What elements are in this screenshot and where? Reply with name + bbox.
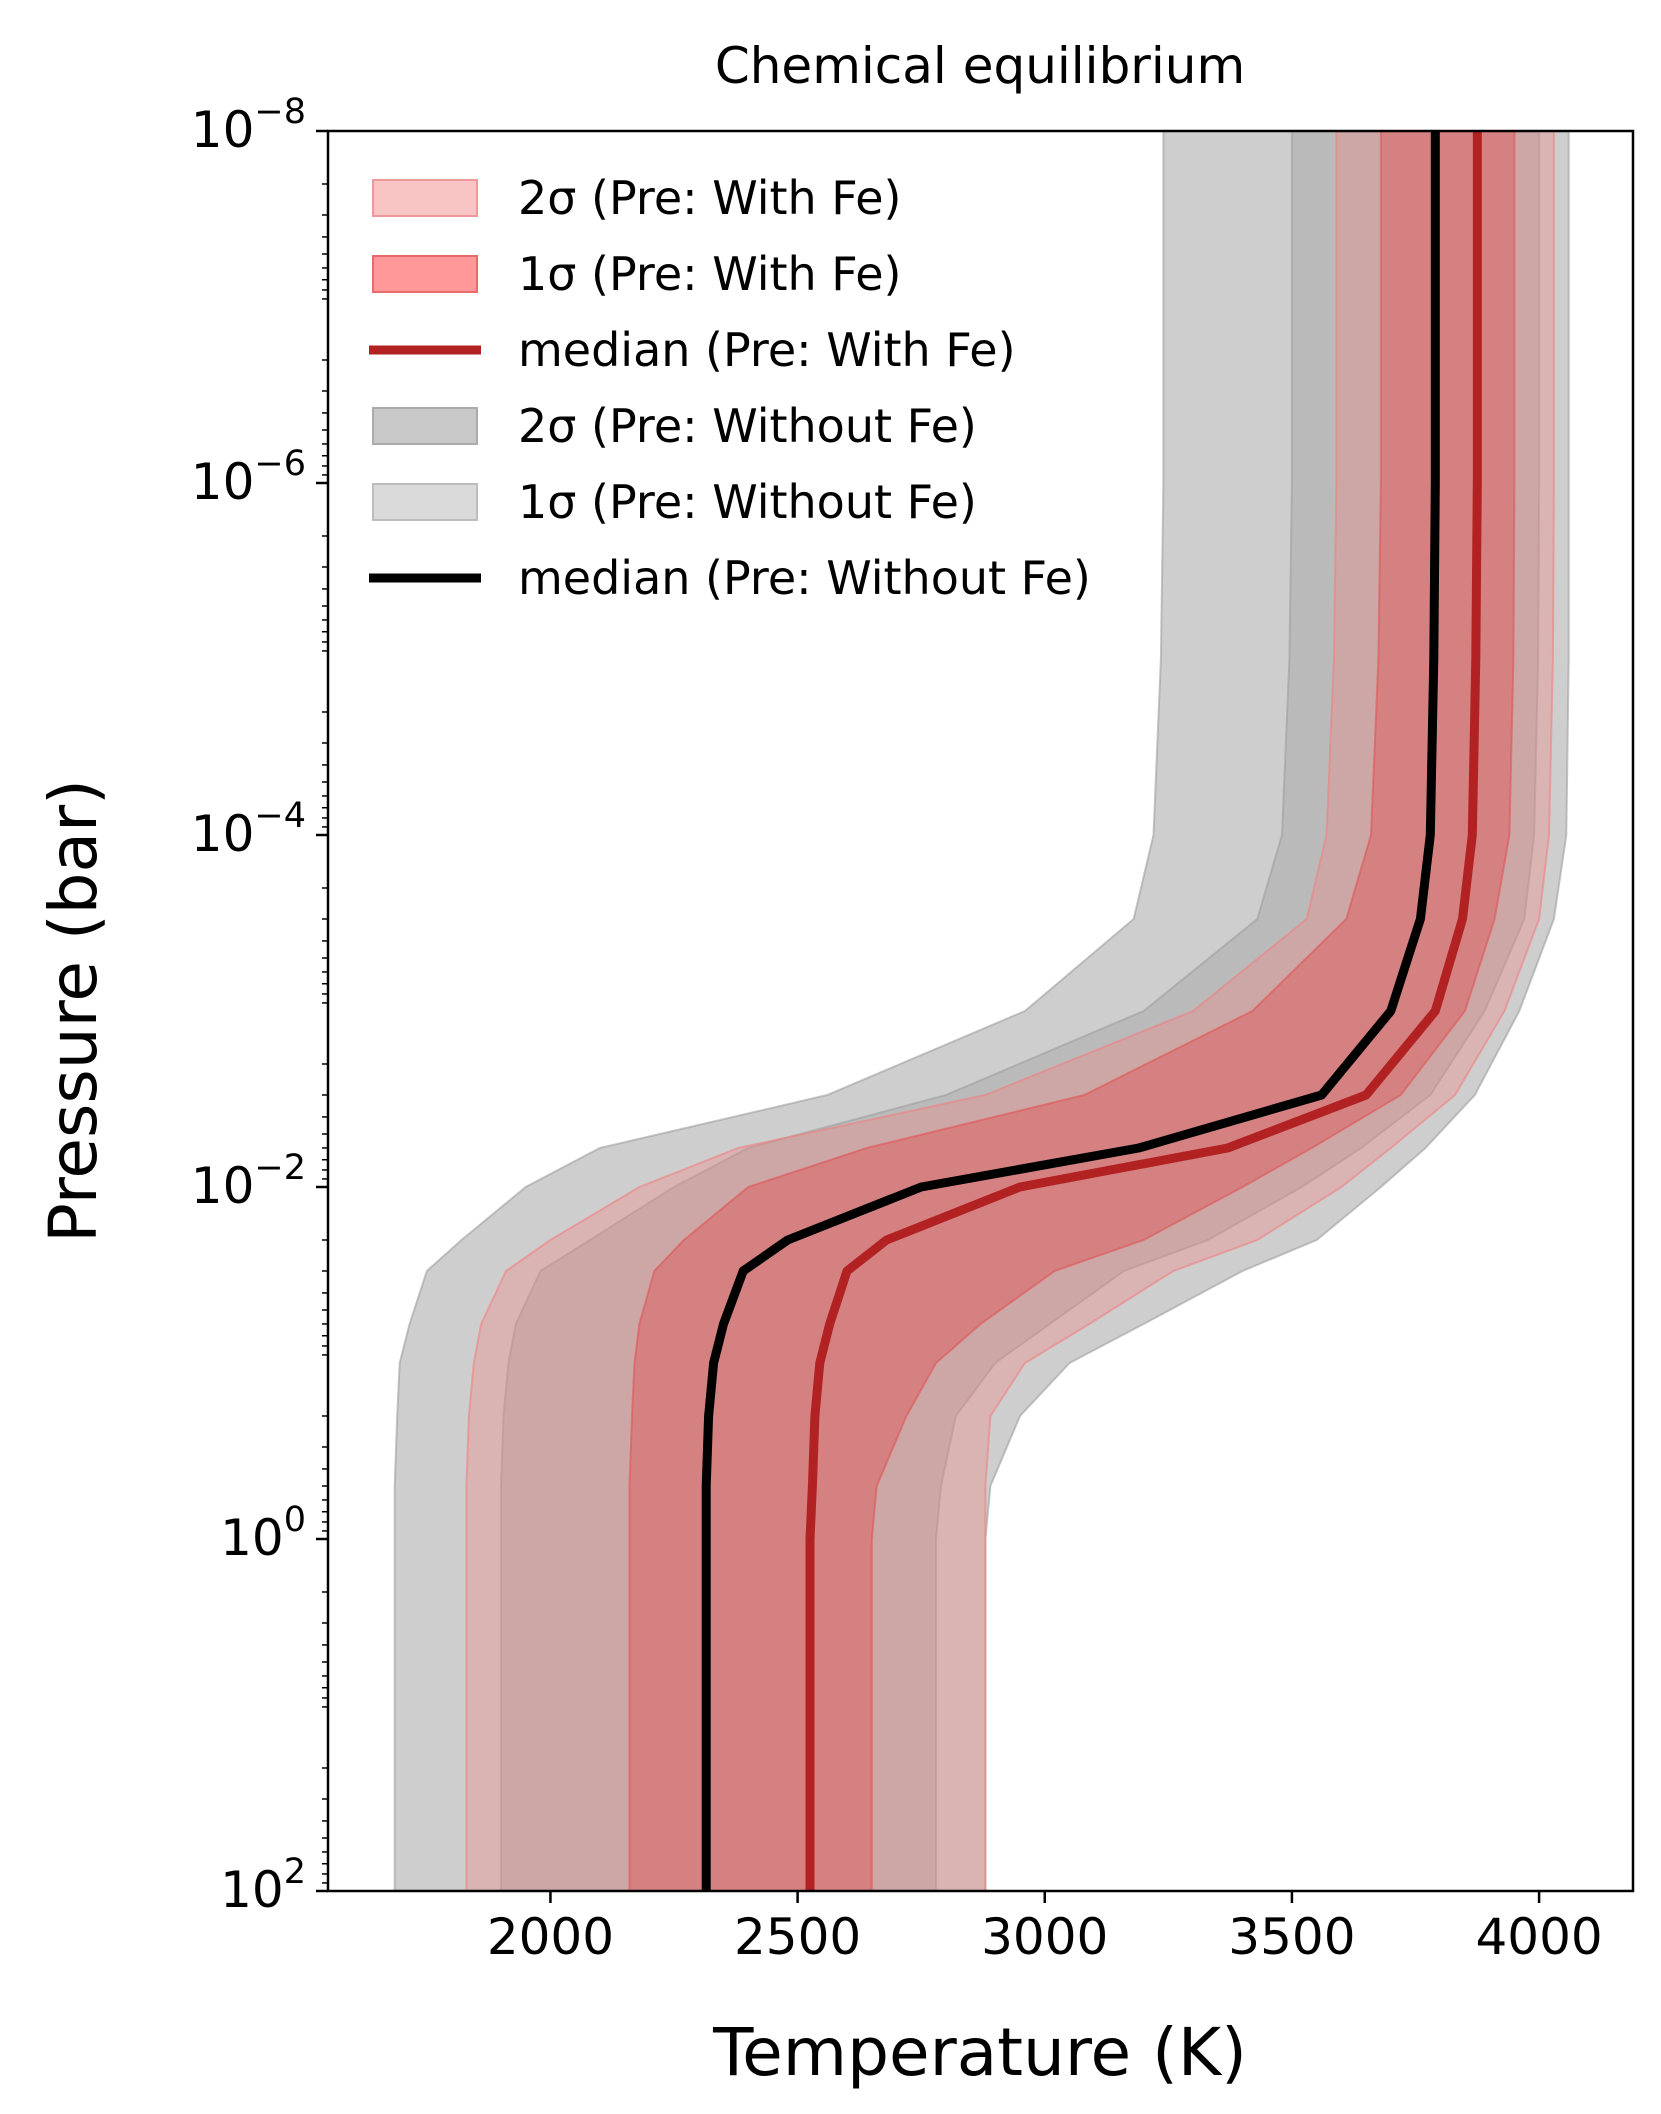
chart-title: Chemical equilibrium: [715, 37, 1245, 95]
legend-swatch-2sigma-pre-with-fe: [372, 179, 478, 217]
x-axis-label: Temperature (K): [712, 2014, 1247, 2091]
x-tick-label: 3500: [1228, 1908, 1355, 1966]
x-axis: 2000 2500 3000 3500 4000: [487, 1891, 1603, 1966]
line-median-pre-without-fe: [701, 131, 1440, 1891]
y-tick-label: 100: [220, 1500, 306, 1567]
legend-label-2sigma-pre-without-fe: 2σ (Pre: Without Fe): [518, 399, 977, 453]
legend-label-median-pre-without-fe: median (Pre: Without Fe): [518, 551, 1091, 605]
legend-swatch-1sigma-pre-without-fe: [372, 483, 478, 521]
legend-label-1sigma-pre-with-fe: 1σ (Pre: With Fe): [518, 247, 902, 301]
bands-layer: [393, 131, 1570, 1891]
legend: 2σ (Pre: With Fe) 1σ (Pre: With Fe) median…: [369, 171, 1091, 605]
legend-label-2sigma-pre-with-fe: 2σ (Pre: With Fe): [518, 171, 902, 225]
x-tick-label: 2000: [487, 1908, 614, 1966]
legend-swatch-1sigma-pre-with-fe: [372, 255, 478, 293]
line-median-pre-with-fe: [805, 131, 1482, 1891]
plot-frame: [326, 129, 1635, 1893]
band-2sigma-pre-without-fe: [393, 131, 1570, 1891]
legend-label-1sigma-pre-without-fe: 1σ (Pre: Without Fe): [518, 475, 977, 529]
y-tick-label: 10−6: [191, 444, 306, 511]
band-1sigma-pre-with-fe: [628, 131, 1516, 1891]
band-1sigma-pre-without-fe: [500, 131, 1541, 1891]
y-tick-label: 10−4: [191, 796, 306, 863]
median-lines-layer: [701, 131, 1482, 1891]
y-tick-label: 10−2: [191, 1148, 306, 1215]
legend-swatch-2sigma-pre-without-fe: [372, 407, 478, 445]
legend-label-median-pre-with-fe: median (Pre: With Fe): [518, 323, 1016, 377]
x-tick-label: 2500: [734, 1908, 861, 1966]
x-tick-label: 3000: [981, 1908, 1108, 1966]
y-tick-label: 10−8: [191, 92, 306, 159]
y-axis-label: Pressure (bar): [35, 779, 112, 1243]
y-axis: 10−8 10−6 10−4 10−2 100 102: [191, 92, 328, 1919]
x-tick-label: 4000: [1475, 1908, 1602, 1966]
band-2sigma-pre-with-fe: [465, 131, 1555, 1891]
y-tick-label: 102: [220, 1852, 306, 1919]
